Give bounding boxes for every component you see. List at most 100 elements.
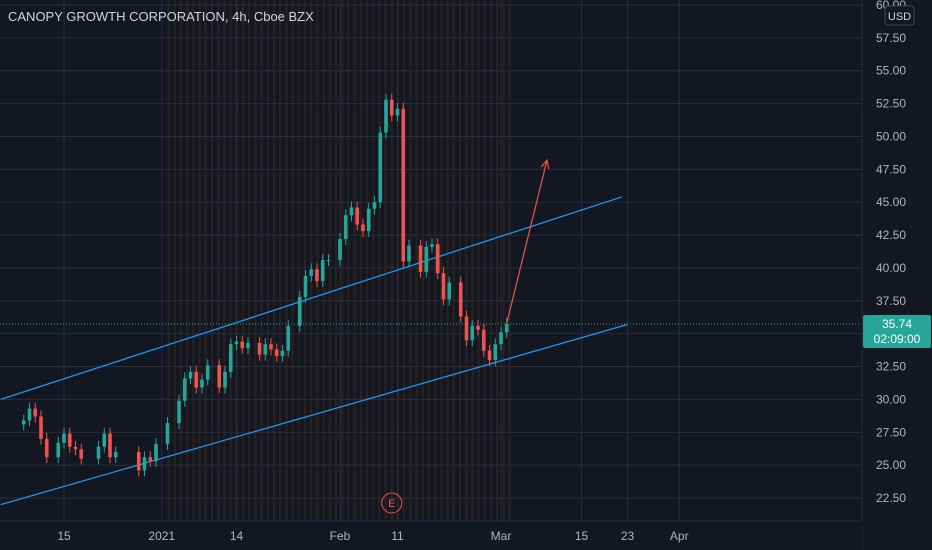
candle-body <box>21 420 26 425</box>
candle <box>286 319 291 357</box>
y-tick-label: 37.50 <box>876 294 906 308</box>
candle <box>263 338 268 361</box>
candle-body <box>223 371 227 388</box>
candle <box>395 102 400 122</box>
currency-button[interactable]: USD <box>884 5 915 26</box>
session-stripe <box>465 0 468 521</box>
earnings-event-marker[interactable]: E <box>381 492 403 514</box>
session-stripe <box>359 0 362 521</box>
candle-body <box>240 341 245 349</box>
session-stripe <box>452 0 455 521</box>
candle <box>102 427 107 453</box>
candle <box>303 269 308 303</box>
candle <box>343 209 348 245</box>
candle <box>269 338 273 356</box>
candle <box>280 344 285 362</box>
time-axis-background <box>0 521 862 550</box>
last-price-tag-box <box>863 314 931 348</box>
x-tick-label: 15 <box>575 529 589 543</box>
candle-body <box>113 451 118 458</box>
session-stripe <box>266 0 269 521</box>
candle-body <box>418 245 423 272</box>
candle <box>470 319 475 347</box>
channel-upper-line <box>0 196 622 401</box>
session-stripe <box>204 0 207 521</box>
session-stripe <box>477 0 480 521</box>
time-axis: 15 2021 14 Feb 11 Mar 15 23 Apr <box>0 520 862 550</box>
candle-body <box>67 433 72 447</box>
y-tick-label: 22.50 <box>876 491 906 505</box>
candle <box>194 365 199 394</box>
candle-body <box>476 325 480 330</box>
candle <box>165 417 170 451</box>
y-tick-label: 55.00 <box>876 64 906 78</box>
session-stripe <box>285 0 288 521</box>
session-stripe <box>297 0 300 521</box>
candle-body <box>470 325 475 341</box>
session-stripe <box>502 0 505 521</box>
session-stripe <box>378 0 381 521</box>
projection-arrow-head <box>540 158 550 170</box>
y-tick-label: 32.50 <box>876 360 906 374</box>
session-stripe <box>508 0 511 521</box>
candle-body <box>320 260 325 282</box>
candle-body <box>165 423 170 445</box>
candle <box>44 432 49 464</box>
candle-body <box>343 215 348 240</box>
candle-body <box>39 416 43 439</box>
last-price-value: 35.74 <box>882 317 912 331</box>
candle-body <box>154 444 158 462</box>
candle <box>499 326 503 351</box>
candle <box>458 276 463 323</box>
session-stripe <box>341 0 344 521</box>
candle-body <box>464 316 469 341</box>
y-tick-label: 57.50 <box>876 31 906 45</box>
candle <box>234 335 239 351</box>
candle <box>246 336 250 355</box>
y-tick-label: 40.00 <box>876 261 906 275</box>
candle <box>401 102 406 268</box>
candle <box>188 365 193 385</box>
session-stripe <box>167 0 170 521</box>
candle-body <box>205 365 210 380</box>
candle-body <box>62 433 66 443</box>
session-stripe <box>421 0 424 521</box>
session-stripe <box>347 0 350 521</box>
candle <box>257 336 262 361</box>
candle-body <box>504 323 509 333</box>
candle-body <box>384 99 388 133</box>
candle <box>142 451 147 477</box>
currency-button-box <box>884 5 915 26</box>
candle <box>177 394 181 429</box>
candle-body <box>228 344 233 372</box>
x-tick-label: 2021 <box>148 529 175 543</box>
candle <box>441 267 446 306</box>
session-stripe <box>372 0 375 521</box>
session-stripe <box>186 0 189 521</box>
session-stripe <box>260 0 263 521</box>
candle-body <box>142 457 147 471</box>
candle-body <box>435 244 440 274</box>
event-marker-circle <box>381 492 403 514</box>
session-stripe <box>483 0 486 521</box>
candle-body <box>493 344 498 360</box>
candle <box>493 338 498 366</box>
candle-body <box>269 344 273 350</box>
candle <box>424 240 429 278</box>
y-tick-label: 42.50 <box>876 228 906 242</box>
candle-body <box>286 325 291 351</box>
candle <box>67 427 72 453</box>
y-tick-label: 30.00 <box>876 392 906 406</box>
price-axis: 22.5025.0027.5030.0032.5035.0037.5040.00… <box>861 0 932 550</box>
candle-body <box>487 350 492 360</box>
session-stripe <box>471 0 474 521</box>
candle <box>96 440 101 465</box>
candle-body <box>366 208 371 232</box>
candle-body <box>257 342 262 355</box>
candle <box>79 443 84 465</box>
session-stripe <box>217 0 220 521</box>
candle-body <box>349 207 354 216</box>
y-tick-label: 50.00 <box>876 129 906 143</box>
